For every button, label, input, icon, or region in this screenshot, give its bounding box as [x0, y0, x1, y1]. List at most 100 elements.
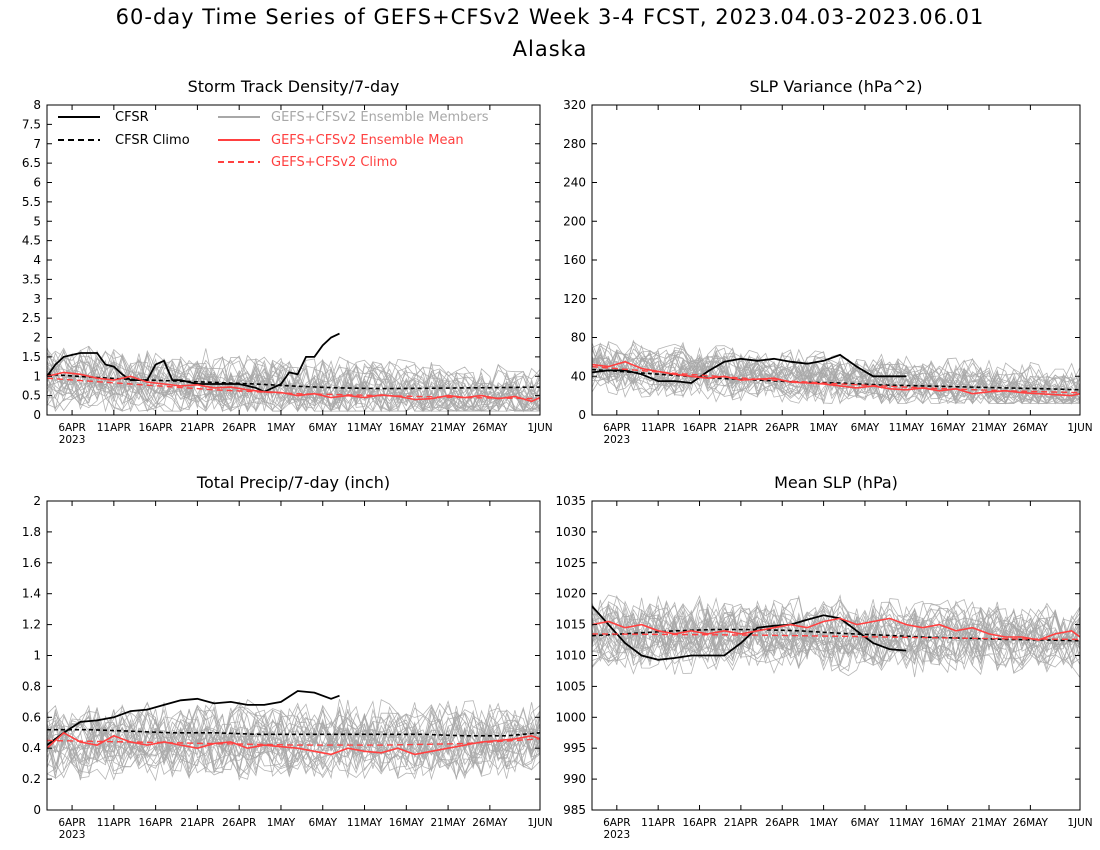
ensemble-member-line: [591, 341, 1081, 398]
y-tick-label: 1000: [555, 710, 586, 724]
ensemble-member-line: [46, 700, 541, 749]
x-tick-label: 11APR: [641, 817, 675, 829]
ensemble-member-line: [46, 367, 541, 413]
legend-label: CFSR: [115, 110, 149, 125]
x-tick-label: 1MAY: [267, 817, 296, 829]
x-tick-label: 11MAY: [889, 817, 925, 829]
y-tick-label: 1.2: [22, 618, 41, 632]
x-tick-label: 16MAY: [930, 817, 966, 829]
x-tick-label: 11MAY: [347, 817, 383, 829]
x-year-label: 2023: [603, 829, 630, 841]
ensemble-member-line: [591, 349, 1081, 405]
y-tick-label: 5.5: [22, 195, 41, 209]
y-tick-label: 1035: [555, 494, 586, 508]
x-year-label: 2023: [59, 434, 86, 446]
x-tick-label: 16MAY: [389, 817, 425, 829]
y-tick-label: 1.5: [22, 350, 41, 364]
cfsr-line: [591, 605, 907, 661]
y-tick-label: 0: [578, 408, 586, 422]
y-tick-label: 995: [563, 741, 586, 755]
ensemble-member-line: [591, 616, 1081, 667]
y-tick-label: 0: [33, 803, 41, 817]
ensemble-member-line: [591, 621, 1081, 674]
y-tick-label: 5: [33, 214, 41, 228]
ensemble-member-line: [46, 361, 541, 413]
x-tick-label: 21MAY: [430, 422, 466, 434]
figure-subtitle: Alaska: [512, 37, 588, 61]
y-tick-label: 1.6: [22, 556, 41, 570]
x-tick-label: 11MAY: [347, 422, 383, 434]
ensemble-members: [46, 345, 541, 413]
ensemble-member-line: [591, 349, 1081, 404]
x-tick-label: 26APR: [765, 817, 799, 829]
ensemble-member-line: [46, 369, 541, 413]
x-tick-label: 1JUN: [527, 817, 552, 829]
x-tick-label: 6APR: [58, 422, 86, 434]
ensemble-member-line: [46, 720, 541, 771]
panel-4: Mean SLP (hPa) 985 990 995 1000 1005 1010 1015 1…: [555, 473, 1092, 841]
x-tick-label: 11APR: [641, 422, 675, 434]
y-tick-label: 0.5: [22, 389, 41, 403]
x-tick-label: 21APR: [180, 817, 214, 829]
gefs-climo-line: [591, 365, 1081, 394]
panel-title: Total Precip/7-day (inch): [196, 473, 390, 492]
y-tick-label: 4: [33, 253, 41, 267]
x-tick-label: 26APR: [765, 422, 799, 434]
x-tick-label: 6APR: [603, 422, 631, 434]
ensemble-member-line: [591, 351, 1081, 404]
y-tick-label: 8: [33, 98, 41, 112]
y-tick-label: 40: [571, 369, 586, 383]
legend-label: CFSR Climo: [115, 133, 190, 148]
y-tick-label: 80: [571, 331, 586, 345]
x-tick-label: 21MAY: [430, 817, 466, 829]
y-tick-label: 1005: [555, 679, 586, 693]
y-tick-label: 0.2: [22, 772, 41, 786]
legend-label: GEFS+CFSv2 Ensemble Mean: [271, 133, 464, 148]
x-tick-label: 21APR: [724, 422, 758, 434]
x-tick-label: 21MAY: [971, 817, 1007, 829]
x-tick-label: 26MAY: [472, 817, 508, 829]
ensemble-member-line: [591, 613, 1081, 668]
y-tick-label: 6.5: [22, 156, 41, 170]
gefs-climo-line: [46, 377, 541, 400]
ensemble-member-line: [591, 594, 1081, 645]
ensemble-member-line: [46, 721, 541, 773]
figure-title: 60-day Time Series of GEFS+CFSv2 Week 3-…: [115, 5, 985, 29]
gefs-climo-line: [591, 633, 1081, 641]
ensemble-member-line: [46, 707, 541, 760]
cfsr-climo-line: [591, 368, 1081, 391]
cfsr-line: [591, 353, 907, 384]
y-tick-label: 320: [563, 98, 586, 112]
x-tick-label: 1MAY: [267, 422, 296, 434]
y-tick-label: 1015: [555, 618, 586, 632]
x-tick-label: 1MAY: [809, 422, 838, 434]
x-tick-label: 1JUN: [1067, 817, 1092, 829]
panel-title: Mean SLP (hPa): [774, 473, 898, 492]
x-tick-label: 16APR: [682, 817, 716, 829]
y-tick-label: 200: [563, 214, 586, 228]
x-tick-label: 26APR: [222, 422, 256, 434]
x-tick-label: 11APR: [97, 422, 131, 434]
ensemble-member-line: [591, 617, 1081, 672]
y-tick-label: 120: [563, 292, 586, 306]
y-tick-label: 1.4: [22, 587, 41, 601]
y-tick-label: 1: [33, 369, 41, 383]
y-tick-label: 1010: [555, 649, 586, 663]
panel-1: Storm Track Density/7-day 0 0.5 1 1.5 2 2.5 3 3.…: [22, 77, 553, 446]
x-tick-label: 21MAY: [971, 422, 1007, 434]
legend-label: GEFS+CFSv2 Climo: [271, 155, 397, 170]
x-tick-label: 1JUN: [1067, 422, 1092, 434]
legend: CFSR CFSR Climo GEFS+CFSv2 Ensemble Member…: [58, 110, 489, 170]
y-tick-label: 990: [563, 772, 586, 786]
y-tick-label: 1030: [555, 525, 586, 539]
panel-3: Total Precip/7-day (inch)00.20.40.60.811…: [22, 473, 553, 841]
x-tick-label: 6MAY: [851, 422, 880, 434]
legend-label: GEFS+CFSv2 Ensemble Members: [271, 110, 489, 125]
ensemble-member-line: [591, 356, 1081, 405]
x-tick-label: 6MAY: [308, 422, 337, 434]
x-tick-label: 6APR: [58, 817, 86, 829]
x-tick-label: 21APR: [180, 422, 214, 434]
y-tick-label: 6: [33, 176, 41, 190]
x-tick-label: 16APR: [139, 422, 173, 434]
y-tick-label: 0: [33, 408, 41, 422]
